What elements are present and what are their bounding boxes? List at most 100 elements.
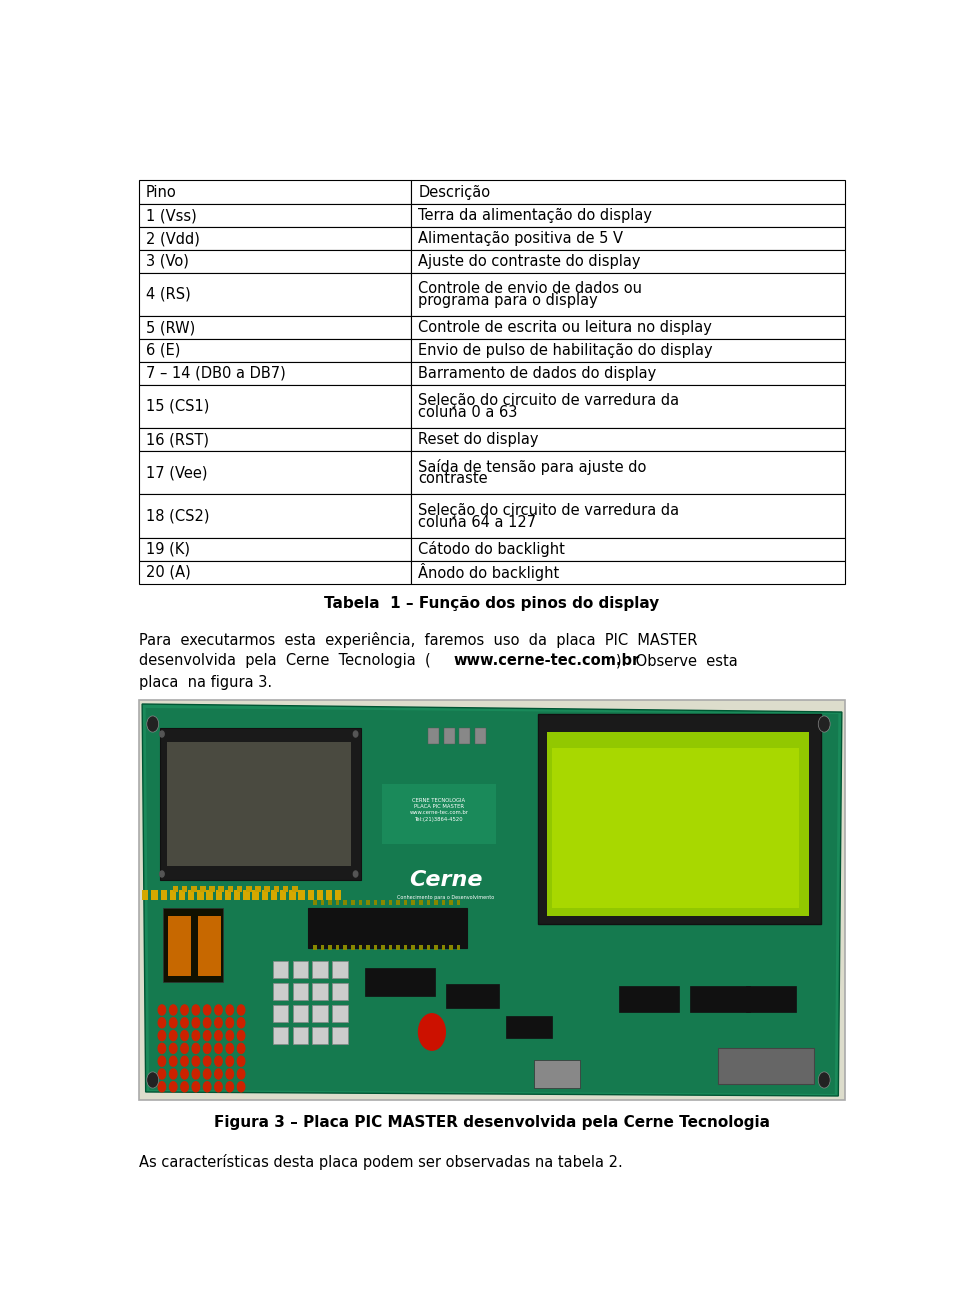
Text: 1 (Vss): 1 (Vss) [146, 208, 197, 224]
Bar [219, 886, 224, 892]
Circle shape [147, 715, 158, 732]
Bar [293, 961, 308, 978]
Bar [344, 899, 347, 905]
Bar [411, 180, 846, 204]
Bar [358, 945, 362, 949]
Circle shape [204, 1031, 211, 1040]
Circle shape [419, 1014, 445, 1051]
Bar [411, 317, 846, 339]
Circle shape [180, 1031, 188, 1040]
Circle shape [180, 1043, 188, 1053]
Bar [396, 899, 400, 905]
Bar [138, 339, 411, 362]
Bar [313, 945, 317, 949]
Bar [411, 429, 846, 451]
Text: coluna 0 a 63: coluna 0 a 63 [419, 405, 517, 419]
Text: programa para o display: programa para o display [419, 293, 598, 308]
Circle shape [180, 1056, 188, 1066]
Bar [325, 890, 332, 899]
Circle shape [158, 1069, 166, 1080]
Bar [335, 890, 342, 899]
Bar [442, 899, 445, 905]
Circle shape [192, 1069, 200, 1080]
Bar [457, 899, 461, 905]
Bar [411, 451, 846, 494]
Bar [446, 984, 499, 1009]
Bar [198, 917, 221, 976]
Polygon shape [142, 704, 842, 1095]
Bar [173, 886, 179, 892]
Bar [200, 886, 205, 892]
Text: Figura 3 – Placa PIC MASTER desenvolvida pela Cerne Tecnologia: Figura 3 – Placa PIC MASTER desenvolvida… [214, 1115, 770, 1130]
Circle shape [215, 1056, 222, 1066]
Text: 3 (Vo): 3 (Vo) [146, 254, 189, 268]
Text: Cátodo do backlight: Cátodo do backlight [419, 542, 565, 558]
Bar [460, 729, 470, 744]
Bar [373, 945, 377, 949]
Bar [718, 1048, 813, 1084]
Bar [411, 272, 846, 317]
Bar [289, 890, 296, 899]
Bar [163, 907, 224, 982]
Bar [619, 986, 680, 1013]
Bar [351, 945, 354, 949]
Bar [404, 899, 407, 905]
Bar [382, 784, 495, 844]
Bar [366, 945, 370, 949]
Bar [321, 945, 324, 949]
Text: 4 (RS): 4 (RS) [146, 287, 191, 302]
Bar [538, 714, 821, 924]
Bar [273, 961, 288, 978]
Bar [313, 899, 317, 905]
Circle shape [158, 1043, 166, 1053]
Bar [138, 560, 411, 584]
Circle shape [170, 1082, 177, 1091]
Circle shape [204, 1018, 211, 1028]
Circle shape [226, 1005, 233, 1015]
Bar [381, 945, 385, 949]
Bar [552, 748, 800, 907]
Bar [293, 1005, 308, 1022]
Circle shape [158, 1082, 166, 1091]
Circle shape [180, 1018, 188, 1028]
Bar [547, 732, 808, 917]
Bar [358, 899, 362, 905]
Text: As características desta placa podem ser observadas na tabela 2.: As características desta placa podem ser… [138, 1153, 622, 1169]
Text: Para  executarmos  esta  experiência,  faremos  uso  da  placa  PIC  MASTER: Para executarmos esta experiência, farem… [138, 633, 697, 648]
Bar [506, 1016, 552, 1038]
Text: desenvolvida  pela  Cerne  Tecnologia  (: desenvolvida pela Cerne Tecnologia ( [138, 654, 430, 668]
Text: 17 (Vee): 17 (Vee) [146, 466, 207, 480]
Bar [167, 742, 350, 867]
Bar [332, 1005, 348, 1022]
Circle shape [180, 1069, 188, 1080]
Circle shape [180, 1082, 188, 1091]
Text: CERNE TECNOLOGIA
PLACA PIC MASTER
www.cerne-tec.com.br
Tel:(21)3864-4520: CERNE TECNOLOGIA PLACA PIC MASTER www.ce… [410, 798, 468, 822]
Circle shape [215, 1082, 222, 1091]
Text: Cerne: Cerne [409, 871, 483, 890]
Bar [328, 899, 332, 905]
Bar [138, 272, 411, 317]
Bar [365, 968, 436, 995]
Bar [138, 538, 411, 560]
Bar [179, 890, 185, 899]
Bar [336, 899, 340, 905]
Bar [273, 984, 288, 999]
Circle shape [226, 1043, 233, 1053]
Bar [138, 362, 411, 384]
Text: Envio de pulso de habilitação do display: Envio de pulso de habilitação do display [419, 343, 712, 358]
Bar [428, 729, 439, 744]
Circle shape [192, 1031, 200, 1040]
Bar [237, 886, 243, 892]
Bar [142, 890, 149, 899]
Text: 19 (K): 19 (K) [146, 542, 190, 558]
Circle shape [170, 1005, 177, 1015]
Bar [312, 961, 328, 978]
Text: 2 (Vdd): 2 (Vdd) [146, 231, 200, 246]
Text: 15 (CS1): 15 (CS1) [146, 398, 209, 414]
Circle shape [204, 1043, 211, 1053]
Circle shape [353, 871, 358, 877]
Circle shape [192, 1082, 200, 1091]
Bar [138, 204, 411, 227]
Bar [264, 886, 270, 892]
Circle shape [215, 1069, 222, 1080]
